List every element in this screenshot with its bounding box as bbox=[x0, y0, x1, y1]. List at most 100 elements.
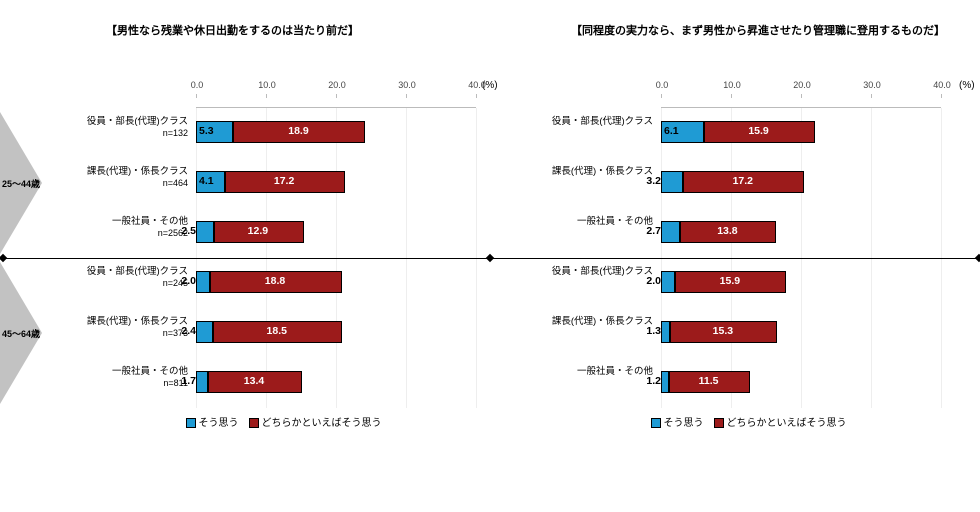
bar-row: 課長(代理)・係長クラス1.315.3 bbox=[511, 308, 976, 358]
row-label-text: 課長(代理)・係長クラス bbox=[552, 166, 653, 177]
tick-label: 40.0 bbox=[933, 80, 951, 90]
bar-segment-2: 17.2 bbox=[225, 171, 345, 193]
row-n: n=811 bbox=[46, 378, 188, 390]
chart-panel-0: 【男性なら残業や休日出勤をするのは当たり前だ】(%)0.010.020.030.… bbox=[46, 24, 511, 429]
value-label-1: 1.7 bbox=[181, 375, 196, 387]
value-label-2: 12.9 bbox=[248, 225, 268, 237]
bar-row: 課長(代理)・係長クラス3.217.2 bbox=[511, 158, 976, 208]
row-label-text: 課長(代理)・係長クラス bbox=[552, 316, 653, 327]
bar-segment-2: 13.8 bbox=[680, 221, 777, 243]
legend-text-1: そう思う bbox=[199, 418, 239, 429]
row-label-text: 役員・部長(代理)クラス bbox=[552, 266, 653, 277]
tick-label: 10.0 bbox=[723, 80, 741, 90]
value-label-1: 4.1 bbox=[199, 175, 214, 187]
bar-row: 一般社員・その他n=8111.713.4 bbox=[46, 358, 511, 408]
row-label: 一般社員・その他 bbox=[511, 216, 659, 228]
bar-row: 課長(代理)・係長クラスn=3732.418.5 bbox=[46, 308, 511, 358]
row-n: n=373 bbox=[46, 328, 188, 340]
legend: そう思うどちらかといえばそう思う bbox=[46, 414, 511, 429]
legend-swatch-1 bbox=[186, 418, 196, 428]
row-label: 一般社員・その他n=2562 bbox=[46, 216, 194, 240]
value-label-1: 3.2 bbox=[646, 175, 661, 187]
bar-segment-1: 1.7 bbox=[196, 371, 208, 393]
row-label-text: 課長(代理)・係長クラス bbox=[87, 166, 188, 177]
row-label-text: 一般社員・その他 bbox=[577, 216, 653, 227]
value-label-1: 2.0 bbox=[646, 275, 661, 287]
row-label-text: 一般社員・その他 bbox=[577, 366, 653, 377]
row-label: 役員・部長(代理)クラスn=245 bbox=[46, 266, 194, 290]
tick-label: 30.0 bbox=[863, 80, 881, 90]
tick-label: 0.0 bbox=[656, 80, 669, 90]
panel-title: 【男性なら残業や休日出勤をするのは当たり前だ】 bbox=[46, 24, 511, 56]
value-label-1: 1.2 bbox=[646, 375, 661, 387]
value-label-2: 13.8 bbox=[717, 225, 737, 237]
row-label: 役員・部長(代理)クラス bbox=[511, 116, 659, 128]
row-label: 課長(代理)・係長クラス bbox=[511, 316, 659, 328]
bar-segment-1: 3.2 bbox=[661, 171, 683, 193]
value-label-2: 17.2 bbox=[733, 175, 753, 187]
bar-segment-2: 18.5 bbox=[213, 321, 343, 343]
legend-swatch-1 bbox=[651, 418, 661, 428]
bar-row: 一般社員・その他n=25622.5 12.9 bbox=[46, 208, 511, 258]
row-label: 課長(代理)・係長クラスn=464 bbox=[46, 166, 194, 190]
bar-row: 一般社員・その他1.211.5 bbox=[511, 358, 976, 408]
value-label-1: 6.1 bbox=[664, 125, 679, 137]
bar-segment-1: 1.3 bbox=[661, 321, 670, 343]
bar-segment-2: 12.9 bbox=[214, 221, 304, 243]
value-label-1: 5.3 bbox=[199, 125, 214, 137]
row-n: n=464 bbox=[46, 178, 188, 190]
row-label: 課長(代理)・係長クラス bbox=[511, 166, 659, 178]
bar-row: 役員・部長(代理)クラスn=132 5.3 18.9 bbox=[46, 108, 511, 158]
value-label-1: 2.4 bbox=[181, 325, 196, 337]
row-n: n=132 bbox=[46, 128, 188, 140]
row-label: 役員・部長(代理)クラスn=132 bbox=[46, 116, 194, 140]
legend-text-1: そう思う bbox=[664, 418, 704, 429]
bar-segment-1: 2.0 bbox=[661, 271, 675, 293]
tick-label: 10.0 bbox=[258, 80, 276, 90]
row-label: 役員・部長(代理)クラス bbox=[511, 266, 659, 278]
bar-segment-1: 4.1 bbox=[196, 171, 225, 193]
value-label-1: 1.3 bbox=[646, 325, 661, 337]
tick-label: 40.0 bbox=[468, 80, 486, 90]
row-label-text: 役員・部長(代理)クラス bbox=[552, 116, 653, 127]
value-label-2: 11.5 bbox=[699, 375, 719, 387]
legend: そう思うどちらかといえばそう思う bbox=[511, 414, 976, 429]
age-group-label: 45～64歳 bbox=[2, 327, 40, 340]
bar-segment-2: 13.4 bbox=[208, 371, 302, 393]
row-label-text: 役員・部長(代理)クラス bbox=[87, 266, 188, 277]
row-n: n=245 bbox=[46, 278, 188, 290]
legend-swatch-2 bbox=[714, 418, 724, 428]
value-label-2: 15.9 bbox=[748, 125, 768, 137]
divider-diamond-icon bbox=[0, 254, 7, 262]
row-n: n=2562 bbox=[46, 228, 188, 240]
bar-segment-2: 18.9 bbox=[233, 121, 365, 143]
row-label: 課長(代理)・係長クラスn=373 bbox=[46, 316, 194, 340]
value-label-2: 17.2 bbox=[274, 175, 294, 187]
tick-label: 20.0 bbox=[328, 80, 346, 90]
value-label-1: 2.0 bbox=[181, 275, 196, 287]
bar-row: 一般社員・その他2.7 13.8 bbox=[511, 208, 976, 258]
x-axis: 0.010.020.030.040.0 bbox=[196, 94, 476, 108]
bar-segment-2: 17.2 bbox=[683, 171, 803, 193]
value-label-2: 15.9 bbox=[720, 275, 740, 287]
row-label-text: 一般社員・その他 bbox=[112, 216, 188, 227]
value-label-2: 13.4 bbox=[244, 375, 264, 387]
value-label-1: 2.7 bbox=[646, 225, 661, 237]
tick-label: 30.0 bbox=[398, 80, 416, 90]
tick-label: 20.0 bbox=[793, 80, 811, 90]
value-label-2: 18.5 bbox=[267, 325, 287, 337]
row-label: 一般社員・その他 bbox=[511, 366, 659, 378]
age-group-label: 25～44歳 bbox=[2, 177, 40, 190]
row-label-text: 課長(代理)・係長クラス bbox=[87, 316, 188, 327]
bar-segment-1: 2.0 bbox=[196, 271, 210, 293]
bar-segment-1: 1.2 bbox=[661, 371, 669, 393]
bar-segment-1: 6.1 bbox=[661, 121, 704, 143]
bar-segment-2: 15.9 bbox=[704, 121, 815, 143]
tick-label: 0.0 bbox=[191, 80, 204, 90]
x-axis: 0.010.020.030.040.0 bbox=[661, 94, 941, 108]
bar-row: 役員・部長(代理)クラス 6.1 15.9 bbox=[511, 108, 976, 158]
panel-title: 【同程度の実力なら、まず男性から昇進させたり管理職に登用するものだ】 bbox=[511, 24, 976, 56]
bar-segment-2: 15.3 bbox=[670, 321, 777, 343]
value-label-1: 2.5 bbox=[181, 225, 196, 237]
bar-segment-1: 2.4 bbox=[196, 321, 213, 343]
